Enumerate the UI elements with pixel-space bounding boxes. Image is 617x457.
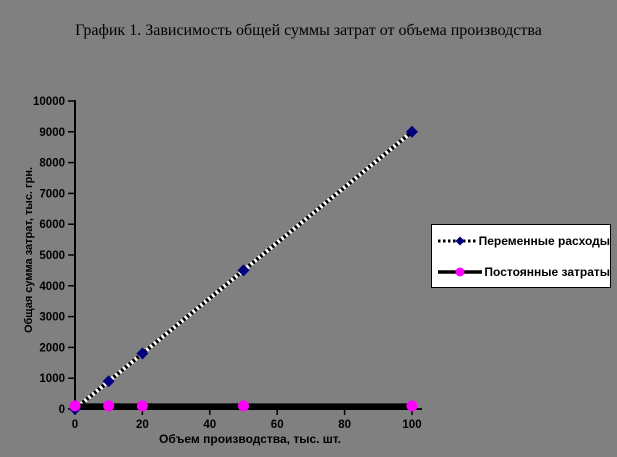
y-tick-label: 8000 bbox=[39, 158, 65, 170]
legend-key-diamond-icon bbox=[438, 236, 477, 245]
y-tick-label: 1000 bbox=[39, 373, 65, 385]
y-tick-label: 3000 bbox=[39, 312, 65, 324]
diamond-marker bbox=[406, 125, 418, 138]
y-tick-label: 4000 bbox=[39, 281, 65, 293]
chart-title: График 1. Зависимость общей суммы затрат… bbox=[0, 18, 617, 43]
diamond-marker bbox=[102, 375, 115, 388]
legend-label: Постоянные затраты bbox=[484, 264, 610, 279]
x-tick-label: 20 bbox=[136, 419, 149, 431]
y-axis-ticks: 0 1000 2000 3000 4000 5000 6000 7000 8000 9000 100… bbox=[33, 96, 75, 416]
axes bbox=[74, 100, 422, 410]
legend-box: Переменные расходы Постоянные затраты bbox=[431, 224, 611, 288]
circle-marker bbox=[69, 400, 81, 412]
legend-entry: Переменные расходы bbox=[437, 225, 610, 256]
circle-marker bbox=[238, 400, 249, 412]
circle-marker bbox=[136, 400, 148, 412]
circle-marker bbox=[103, 400, 115, 412]
diamond-marker bbox=[136, 347, 149, 360]
x-axis-title: Объем производства, тыс. шт. bbox=[159, 432, 341, 446]
x-tick-label: 80 bbox=[338, 419, 351, 431]
x-tick-label: 40 bbox=[203, 419, 216, 431]
chart-title-text: График 1. Зависимость общей суммы затрат… bbox=[75, 22, 542, 39]
legend-label: Переменные расходы bbox=[478, 233, 610, 248]
y-tick-label: 2000 bbox=[39, 342, 65, 354]
x-axis-ticks: 0 20 40 60 80 100 bbox=[72, 409, 422, 431]
y-tick-label: 9000 bbox=[39, 127, 65, 139]
circle-marker bbox=[406, 400, 418, 412]
legend-key-circle-icon bbox=[438, 267, 482, 276]
diamond-marker bbox=[237, 264, 250, 277]
y-tick-label: 6000 bbox=[39, 219, 65, 231]
x-tick-label: 60 bbox=[271, 419, 284, 431]
y-tick-label: 5000 bbox=[39, 250, 65, 262]
x-tick-label: 100 bbox=[402, 419, 421, 431]
y-tick-label: 10000 bbox=[33, 96, 65, 108]
y-tick-label: 0 bbox=[59, 404, 65, 416]
legend-entry: Постоянные затраты bbox=[437, 256, 610, 287]
x-tick-label: 0 bbox=[72, 419, 78, 431]
y-axis-title: Общая сумма затрат, тыс. грн. bbox=[23, 166, 35, 334]
y-tick-label: 7000 bbox=[39, 188, 65, 200]
series-markers-1 bbox=[69, 400, 418, 412]
